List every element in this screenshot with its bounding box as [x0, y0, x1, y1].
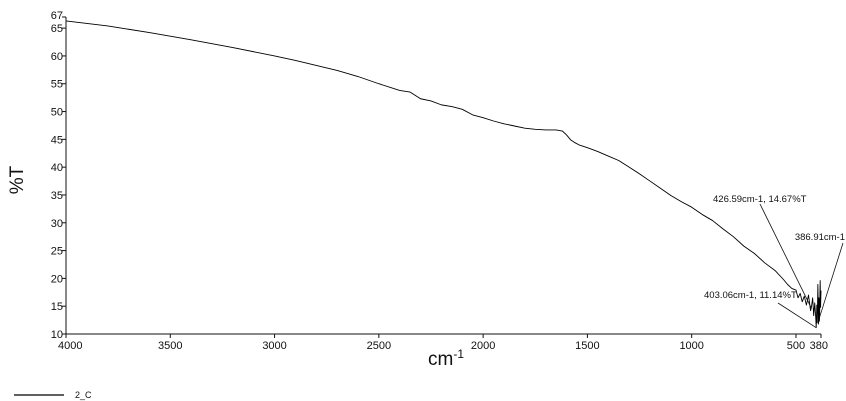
x-tick-label: 1000 [679, 340, 703, 352]
annotation-leader-line [759, 203, 812, 309]
y-tick-label: 40 [51, 162, 63, 174]
y-tick-label: 65 [51, 23, 63, 35]
x-tick-label: 380 [810, 340, 828, 352]
x-axis-title-base: cm [428, 349, 453, 370]
y-tick-label: 55 [51, 79, 63, 91]
x-tick-label: 3500 [158, 340, 182, 352]
x-tick-label: 500 [787, 340, 805, 352]
series-line-2_C [65, 20, 822, 329]
y-axis-title: %T [7, 165, 28, 194]
y-tick-label: 45 [51, 134, 63, 146]
y-tick-label: 15 [51, 301, 63, 313]
x-axis-title-superscript: -1 [453, 347, 464, 361]
y-tick-label: 50 [51, 107, 63, 119]
plot-series [65, 20, 822, 329]
annotation-label: 386.91cm-1 [795, 232, 845, 243]
y-tick-label: 35 [51, 190, 63, 202]
y-tick-label: 30 [51, 218, 63, 230]
y-tick-label: 25 [51, 246, 63, 258]
annotation-label: 403.06cm-1, 11.14%T [704, 290, 797, 301]
annotation-leader-line [777, 302, 817, 328]
y-tick-label: 20 [51, 273, 63, 285]
x-tick-label: 2500 [367, 340, 391, 352]
x-axis-title: cm-1 [428, 347, 464, 370]
y-tick-label: 67 [51, 10, 63, 22]
y-tick-label: 10 [51, 329, 63, 341]
x-tick-label: 1500 [575, 340, 599, 352]
annotation-label: 426.59cm-1, 14.67%T [713, 194, 807, 205]
annotation-leader-line [819, 242, 844, 318]
x-axis-ticks: 4000 3500 3000 2500 2000 1500 1000 500 380 [58, 334, 828, 352]
x-tick-label: 4000 [58, 340, 82, 352]
legend-label: 2_C [75, 390, 92, 400]
x-tick-label: 2000 [471, 340, 495, 352]
y-tick-label: 60 [51, 51, 63, 63]
x-axis: 4000 3500 3000 2500 2000 1500 1000 500 380 [58, 333, 828, 352]
legend: 2_C [14, 390, 92, 400]
peak-annotations: 426.59cm-1, 14.67%T 403.06cm-1, 11.14%T 38… [704, 194, 845, 328]
x-tick-label: 3000 [262, 340, 286, 352]
